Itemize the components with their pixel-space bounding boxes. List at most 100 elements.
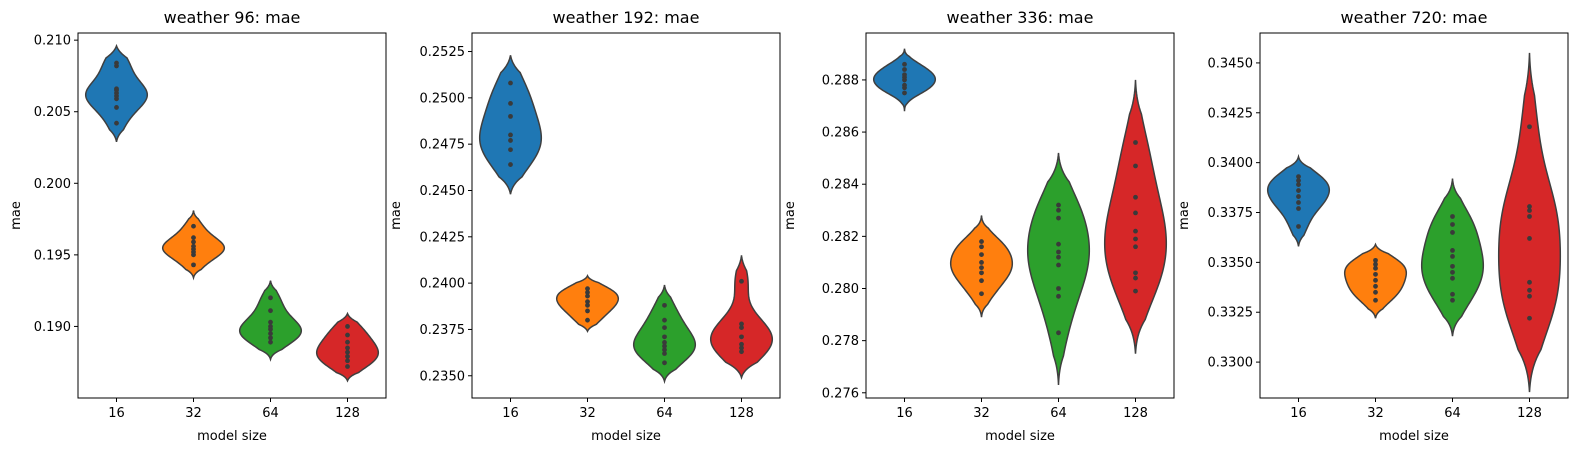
x-axis-label: model size	[985, 429, 1055, 444]
data-point	[345, 358, 350, 364]
data-point	[1296, 188, 1301, 193]
data-point	[1450, 222, 1455, 227]
data-point	[902, 82, 907, 88]
data-point	[508, 80, 513, 86]
data-point	[585, 302, 590, 308]
y-tick-label: 0.3300	[1208, 356, 1254, 371]
data-point	[1133, 163, 1138, 169]
chart-title: weather 336: mae	[947, 8, 1094, 27]
data-point	[979, 278, 984, 284]
data-point	[1056, 241, 1061, 247]
data-point	[1133, 270, 1138, 276]
panel-weather-96: weather 96: mae 0.190 0.195 0.200 0.205 0.210…	[0, 0, 390, 455]
data-point	[662, 347, 667, 353]
x-tick-label: 32	[973, 406, 990, 421]
data-point	[585, 308, 590, 314]
data-point	[508, 132, 513, 138]
x-tick-label: 32	[579, 406, 596, 421]
data-point	[1133, 140, 1138, 145]
data-point	[508, 147, 513, 153]
chart-title: weather 96: mae	[164, 8, 301, 27]
x-tick-label: 16	[108, 406, 125, 421]
data-point	[114, 120, 119, 126]
data-point	[902, 67, 907, 72]
data-point	[739, 325, 744, 330]
data-point	[191, 243, 196, 249]
data-point	[739, 349, 744, 355]
data-point	[191, 223, 196, 229]
data-point	[739, 341, 744, 347]
data-point	[1373, 261, 1378, 267]
data-point	[662, 343, 667, 349]
x-tick-label: 32	[1367, 406, 1384, 421]
data-point	[1373, 297, 1378, 303]
y-axis-label: mae	[1177, 201, 1192, 230]
data-point	[345, 324, 350, 329]
y-tick-label: 0.195	[34, 248, 71, 263]
data-point	[268, 319, 273, 325]
data-point	[114, 86, 119, 92]
data-point	[1056, 293, 1061, 299]
data-point	[1056, 330, 1061, 336]
y-tick-label: 0.2425	[420, 230, 466, 245]
x-tick-label: 128	[1517, 406, 1542, 421]
x-tick-label: 64	[656, 406, 673, 421]
data-point	[1527, 124, 1532, 130]
data-point	[1133, 236, 1138, 242]
panel-weather-192: weather 192: mae 0.2350 0.2375 0.2400 0.2425…	[389, 0, 784, 455]
data-point	[1056, 286, 1061, 291]
y-tick-label: 0.286	[822, 126, 859, 141]
data-point	[585, 286, 590, 292]
data-point	[345, 354, 350, 359]
y-tick-label: 0.2500	[420, 91, 466, 106]
data-point	[1133, 288, 1138, 294]
data-point	[979, 252, 984, 258]
data-point	[345, 345, 350, 351]
plot-frame	[471, 32, 781, 399]
data-point	[662, 325, 667, 330]
y-tick-label: 0.3425	[1208, 106, 1254, 121]
y-tick-label: 0.210	[34, 34, 71, 49]
data-point	[191, 239, 196, 245]
data-point	[1527, 204, 1532, 209]
data-point	[1450, 291, 1455, 297]
data-point	[1056, 262, 1061, 268]
data-point	[1527, 214, 1532, 219]
violin-16	[478, 55, 543, 195]
y-tick-label: 0.3350	[1208, 256, 1254, 271]
data-point	[268, 339, 273, 345]
data-point	[585, 299, 590, 305]
y-axis-label: mae	[389, 201, 404, 230]
data-point	[1296, 178, 1301, 183]
data-point	[979, 265, 984, 271]
data-point	[1450, 230, 1455, 235]
data-point	[1373, 257, 1378, 263]
y-tick-label: 0.2525	[420, 45, 466, 60]
x-tick-label: 128	[1123, 406, 1148, 421]
data-point	[345, 349, 350, 355]
data-point	[268, 335, 273, 341]
data-point	[1527, 293, 1532, 299]
data-point	[1373, 277, 1378, 283]
data-point	[114, 105, 119, 110]
data-point	[191, 262, 196, 268]
data-point	[1450, 269, 1455, 275]
data-point	[979, 291, 984, 297]
data-point	[1373, 271, 1378, 277]
data-point	[1133, 228, 1138, 234]
y-tick-label: 0.190	[34, 320, 71, 335]
y-tick-label: 0.2475	[420, 138, 466, 153]
data-point	[114, 60, 119, 66]
y-tick-label: 0.3400	[1208, 156, 1254, 171]
data-point	[268, 295, 273, 301]
data-point	[662, 302, 667, 308]
plot-frame	[77, 32, 387, 399]
data-point	[1296, 224, 1301, 229]
panel-weather-336: weather 336: mae 0.276 0.278 0.280 0.282 0.28…	[783, 0, 1178, 455]
data-point	[1296, 206, 1301, 211]
x-tick-label: 16	[502, 406, 519, 421]
y-axis-label: mae	[783, 201, 798, 230]
data-point	[508, 138, 513, 143]
data-point	[585, 293, 590, 299]
data-point	[979, 270, 984, 276]
